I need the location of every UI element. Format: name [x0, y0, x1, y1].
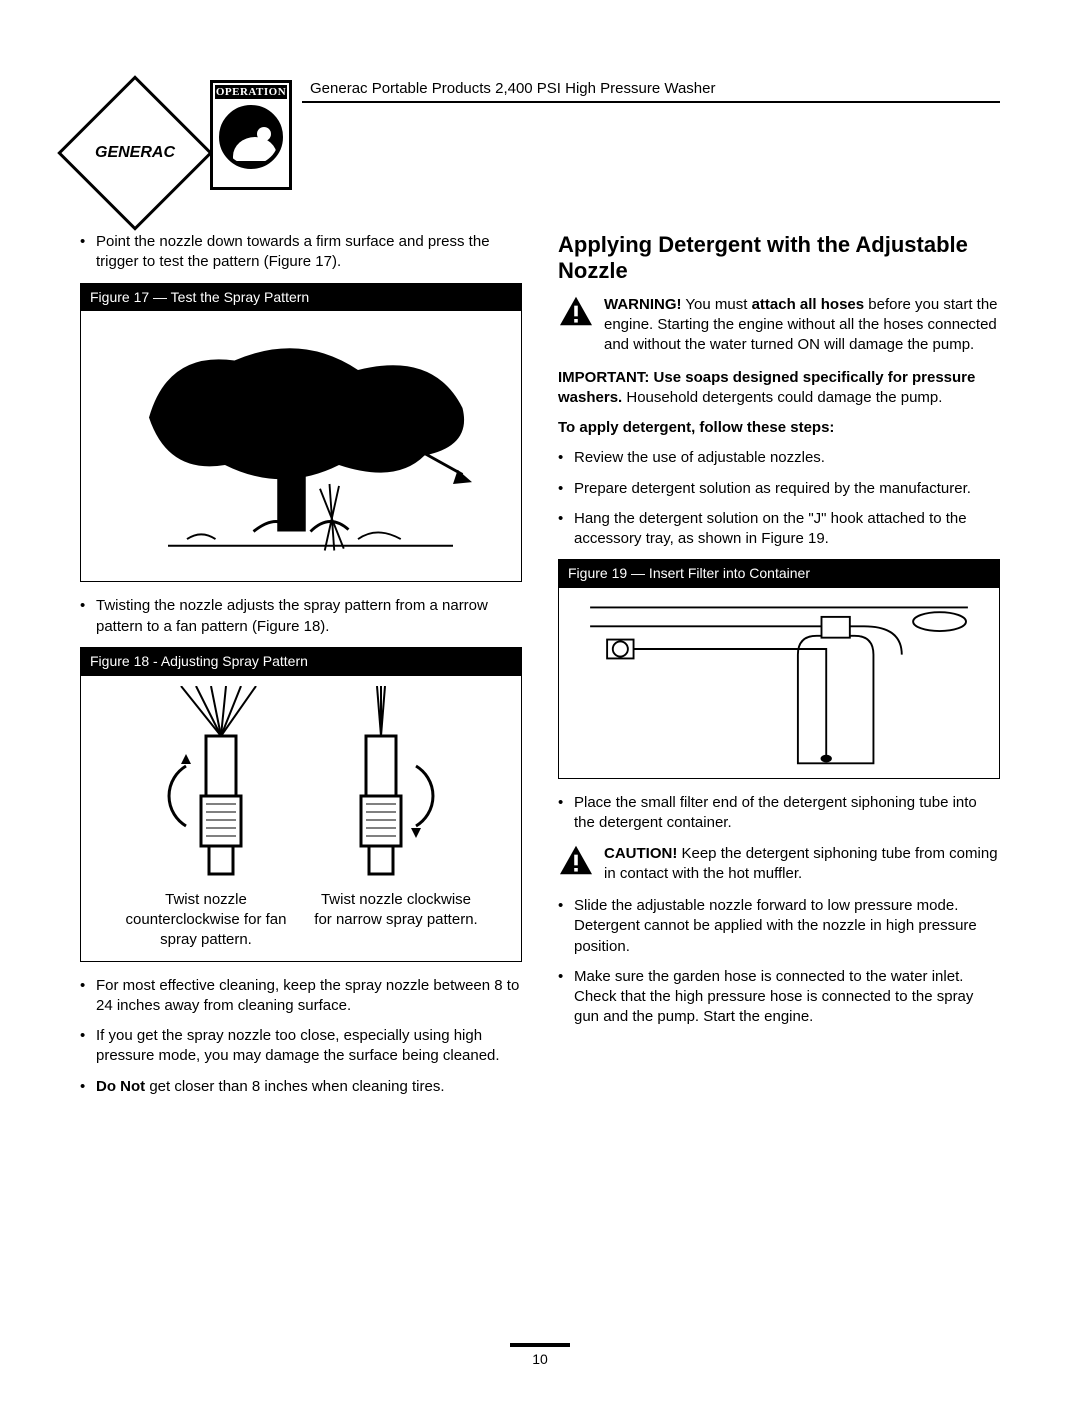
caution-icon: [558, 844, 594, 876]
caution-text: CAUTION! Keep the detergent siphoning tu…: [604, 844, 1000, 885]
caution-block: CAUTION! Keep the detergent siphoning tu…: [558, 844, 1000, 885]
steps-list: Slide the adjustable nozzle forward to l…: [558, 896, 1000, 1028]
operation-label: OPERATION: [215, 85, 287, 99]
nozzle-narrow-icon: [311, 686, 451, 876]
bullet-list: Twisting the nozzle adjusts the spray pa…: [80, 596, 522, 637]
bullet-item: For most effective cleaning, keep the sp…: [80, 976, 522, 1017]
section-heading: Applying Detergent with the Adjustable N…: [558, 232, 1000, 285]
generac-logo-text: GENERAC: [95, 144, 175, 162]
steps-heading: To apply detergent, follow these steps:: [558, 418, 1000, 438]
header-title-block: Generac Portable Products 2,400 PSI High…: [302, 80, 1000, 103]
bullet-text: get closer than 8 inches when cleaning t…: [145, 1078, 444, 1095]
figure-18-body: Twist nozzle counterclockwise for fan sp…: [80, 676, 522, 962]
nozzle-fan-icon: [151, 686, 291, 876]
page-number: 10: [0, 1351, 1080, 1367]
steps-list: Place the small filter end of the deterg…: [558, 793, 1000, 834]
step-item: Place the small filter end of the deterg…: [558, 793, 1000, 834]
figure-19-caption: Figure 19 — Insert Filter into Container: [558, 559, 1000, 588]
step-item: Hang the detergent solution on the "J" h…: [558, 509, 1000, 550]
fig18-label-left: Twist nozzle counterclockwise for fan sp…: [121, 890, 291, 951]
figure-17: Figure 17 — Test the Spray Pattern: [80, 283, 522, 583]
figure-18-caption: Figure 18 - Adjusting Spray Pattern: [80, 647, 522, 676]
step-item: Slide the adjustable nozzle forward to l…: [558, 896, 1000, 957]
warning-text: WARNING! You must attach all hoses befor…: [604, 295, 1000, 356]
header-title: Generac Portable Products 2,400 PSI High…: [310, 80, 1000, 97]
bullet-list: For most effective cleaning, keep the sp…: [80, 976, 522, 1097]
bullet-list: Point the nozzle down towards a firm sur…: [80, 232, 522, 273]
generac-logo: GENERAC: [57, 75, 213, 231]
step-item: Review the use of adjustable nozzles.: [558, 448, 1000, 468]
do-not-label: Do Not: [96, 1078, 145, 1095]
bullet-item: Point the nozzle down towards a firm sur…: [80, 232, 522, 273]
operation-icon-box: OPERATION: [210, 80, 292, 190]
warning-label: WARNING!: [604, 296, 682, 313]
figure-19-illustration: [579, 598, 979, 768]
figure-19-body: [558, 588, 1000, 779]
fig18-label-right: Twist nozzle clockwise for narrow spray …: [311, 890, 481, 951]
figure-17-illustration: [111, 321, 491, 571]
figure-19: Figure 19 — Insert Filter into Container: [558, 559, 1000, 779]
steps-list: Review the use of adjustable nozzles. Pr…: [558, 448, 1000, 549]
warning-text-bold: attach all hoses: [752, 296, 865, 313]
page-footer: 10: [0, 1343, 1080, 1367]
figure-18: Figure 18 - Adjusting Spray Pattern: [80, 647, 522, 962]
important-text: Household detergents could damage the pu…: [622, 389, 942, 406]
footer-rule: [510, 1343, 570, 1347]
page-header: GENERAC OPERATION Generac Portable Produ…: [80, 80, 1000, 208]
warning-block: WARNING! You must attach all hoses befor…: [558, 295, 1000, 356]
right-column: Applying Detergent with the Adjustable N…: [558, 232, 1000, 1107]
warning-icon: [558, 295, 594, 327]
warning-text-part: You must: [682, 296, 752, 313]
bullet-item: Twisting the nozzle adjusts the spray pa…: [80, 596, 522, 637]
step-item: Make sure the garden hose is connected t…: [558, 967, 1000, 1028]
step-item: Prepare detergent solution as required b…: [558, 479, 1000, 499]
figure-17-body: [80, 311, 522, 582]
content-columns: Point the nozzle down towards a firm sur…: [80, 232, 1000, 1107]
bullet-item: Do Not get closer than 8 inches when cle…: [80, 1077, 522, 1097]
header-rule: [302, 101, 1000, 103]
operation-icon: [219, 105, 283, 169]
left-column: Point the nozzle down towards a firm sur…: [80, 232, 522, 1107]
caution-label: CAUTION!: [604, 845, 677, 862]
bullet-item: If you get the spray nozzle too close, e…: [80, 1026, 522, 1067]
figure-17-caption: Figure 17 — Test the Spray Pattern: [80, 283, 522, 312]
important-paragraph: IMPORTANT: Use soaps designed specifical…: [558, 368, 1000, 409]
